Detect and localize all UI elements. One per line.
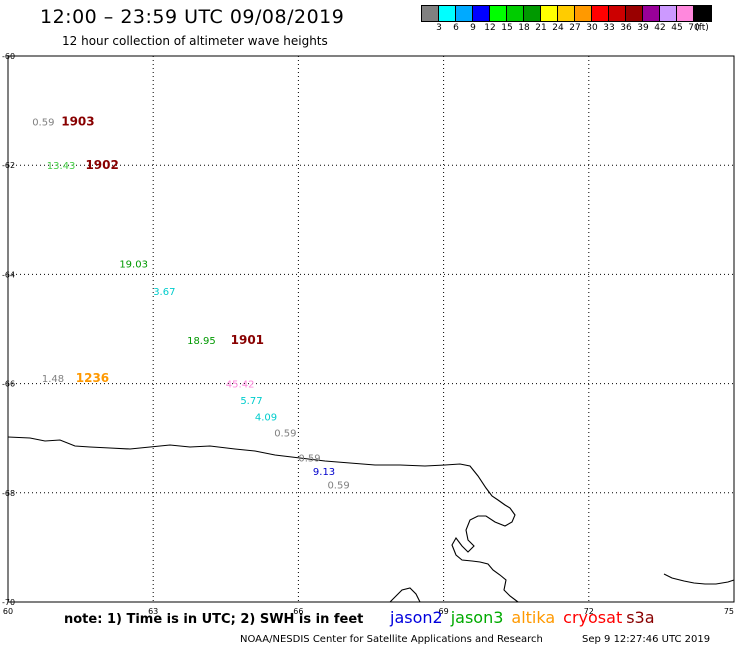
colorbar-label: 18 [518, 23, 530, 33]
generation-timestamp: Sep 9 12:27:46 UTC 2019 [582, 634, 711, 645]
colorbar-label: 15 [501, 23, 513, 33]
legend-cryosat: cryosat [563, 608, 623, 627]
wave-height-value: 13.43 [47, 161, 76, 172]
map-subtitle: 12 hour collection of altimeter wave hei… [62, 34, 328, 48]
colorbar-swatch [626, 6, 643, 21]
longitude-tick-label: 60 [3, 607, 13, 616]
colorbar-swatch [592, 6, 609, 21]
latitude-tick-label: -60 [2, 52, 15, 61]
wave-height-value: 1.48 [42, 374, 64, 385]
wave-height-value: 0.59 [274, 429, 296, 440]
colorbar-label: 6 [453, 23, 459, 33]
track-time-label: 1903 [61, 115, 94, 129]
satellite-legend: jason2 jason3 altika cryosat s3a [390, 608, 655, 627]
colorbar-label: 30 [586, 23, 598, 33]
map-gridlines [8, 56, 734, 602]
longitude-tick-label: 72 [584, 607, 594, 616]
antarctic-coastline [7, 436, 519, 603]
latitude-tick-label: -68 [2, 489, 15, 498]
wave-height-value: 5.77 [240, 396, 262, 407]
coastline-east [663, 573, 735, 585]
colorbar-swatch [575, 6, 592, 21]
wave-height-value: 45.42 [226, 380, 255, 391]
colorbar-swatch [677, 6, 694, 21]
wave-height-value: 0.59 [32, 118, 54, 129]
colorbar-label: 33 [603, 23, 615, 33]
colorbar-swatch [490, 6, 507, 21]
map-frame [7, 55, 735, 603]
colorbar-swatch [473, 6, 490, 21]
colorbar-swatch [422, 6, 439, 21]
legend-s3a: s3a [626, 608, 655, 627]
credit-line: NOAA/NESDIS Center for Satellite Applica… [240, 634, 543, 645]
wave-height-value: 4.09 [255, 412, 277, 423]
longitude-tick-label: 75 [724, 607, 734, 616]
colorbar-swatch [507, 6, 524, 21]
colorbar-label: 36 [620, 23, 632, 33]
colorbar-label: 3 [436, 23, 442, 33]
coastline-fragment [389, 587, 421, 603]
colorbar-swatch [524, 6, 541, 21]
longitude-tick-label: 69 [439, 607, 449, 616]
map-title: 12:00 – 23:59 UTC 09/08/2019 [40, 6, 345, 28]
longitude-tick-label: 66 [293, 607, 303, 616]
colorbar-labels: 3 6 9 12 15 18 21 24 27 30 33 36 39 42 45 70 (ft) [0, 23, 740, 35]
legend-jason2: jason2 [390, 608, 443, 627]
colorbar-swatch [439, 6, 456, 21]
colorbar-swatch [558, 6, 575, 21]
colorbar-label: 21 [535, 23, 547, 33]
colorbar-label: 39 [637, 23, 649, 33]
legend-jason3: jason3 [450, 608, 504, 627]
colorbar-label: 24 [552, 23, 564, 33]
colorbar-label: 12 [484, 23, 496, 33]
colorbar-label: (ft) [695, 23, 709, 33]
colorbar-label: 42 [654, 23, 666, 33]
wave-height-value: 3.67 [153, 287, 175, 298]
map-tick-labels: 60 63 66 69 72 75 -60 -62 -64 -66 -68 -70 [2, 52, 734, 616]
wave-height-value: 18.95 [187, 336, 216, 347]
wave-height-value: 0.59 [327, 481, 349, 492]
colorbar-swatch [609, 6, 626, 21]
colorbar-swatch [643, 6, 660, 21]
colorbar-swatch [694, 6, 711, 21]
longitude-tick-label: 63 [148, 607, 158, 616]
wave-height-colorbar [421, 5, 712, 22]
colorbar-swatch [456, 6, 473, 21]
colorbar-swatch [660, 6, 677, 21]
observation-labels: 0.59 1903 13.43 1902 19.03 3.67 18.95 1901 1.48 1… [32, 115, 350, 492]
track-time-label: 1236 [76, 371, 109, 385]
wave-height-value: 0.59 [298, 453, 320, 464]
colorbar-label: 27 [569, 23, 581, 33]
track-time-label: 1901 [231, 333, 264, 347]
wave-height-value: 9.13 [313, 467, 335, 478]
colorbar-swatch [541, 6, 558, 21]
track-time-label: 1902 [85, 158, 118, 172]
latitude-tick-label: -62 [2, 161, 15, 170]
latitude-tick-label: -70 [2, 598, 15, 607]
colorbar-label: 9 [470, 23, 476, 33]
legend-altika: altika [511, 608, 556, 627]
latitude-tick-label: -66 [2, 380, 15, 389]
wave-height-value: 19.03 [119, 259, 148, 270]
footer-note: note: 1) Time is in UTC; 2) SWH is in fe… [64, 612, 364, 627]
latitude-tick-label: -64 [2, 270, 15, 279]
colorbar-label: 70 [688, 23, 700, 33]
colorbar-label: 45 [671, 23, 683, 33]
